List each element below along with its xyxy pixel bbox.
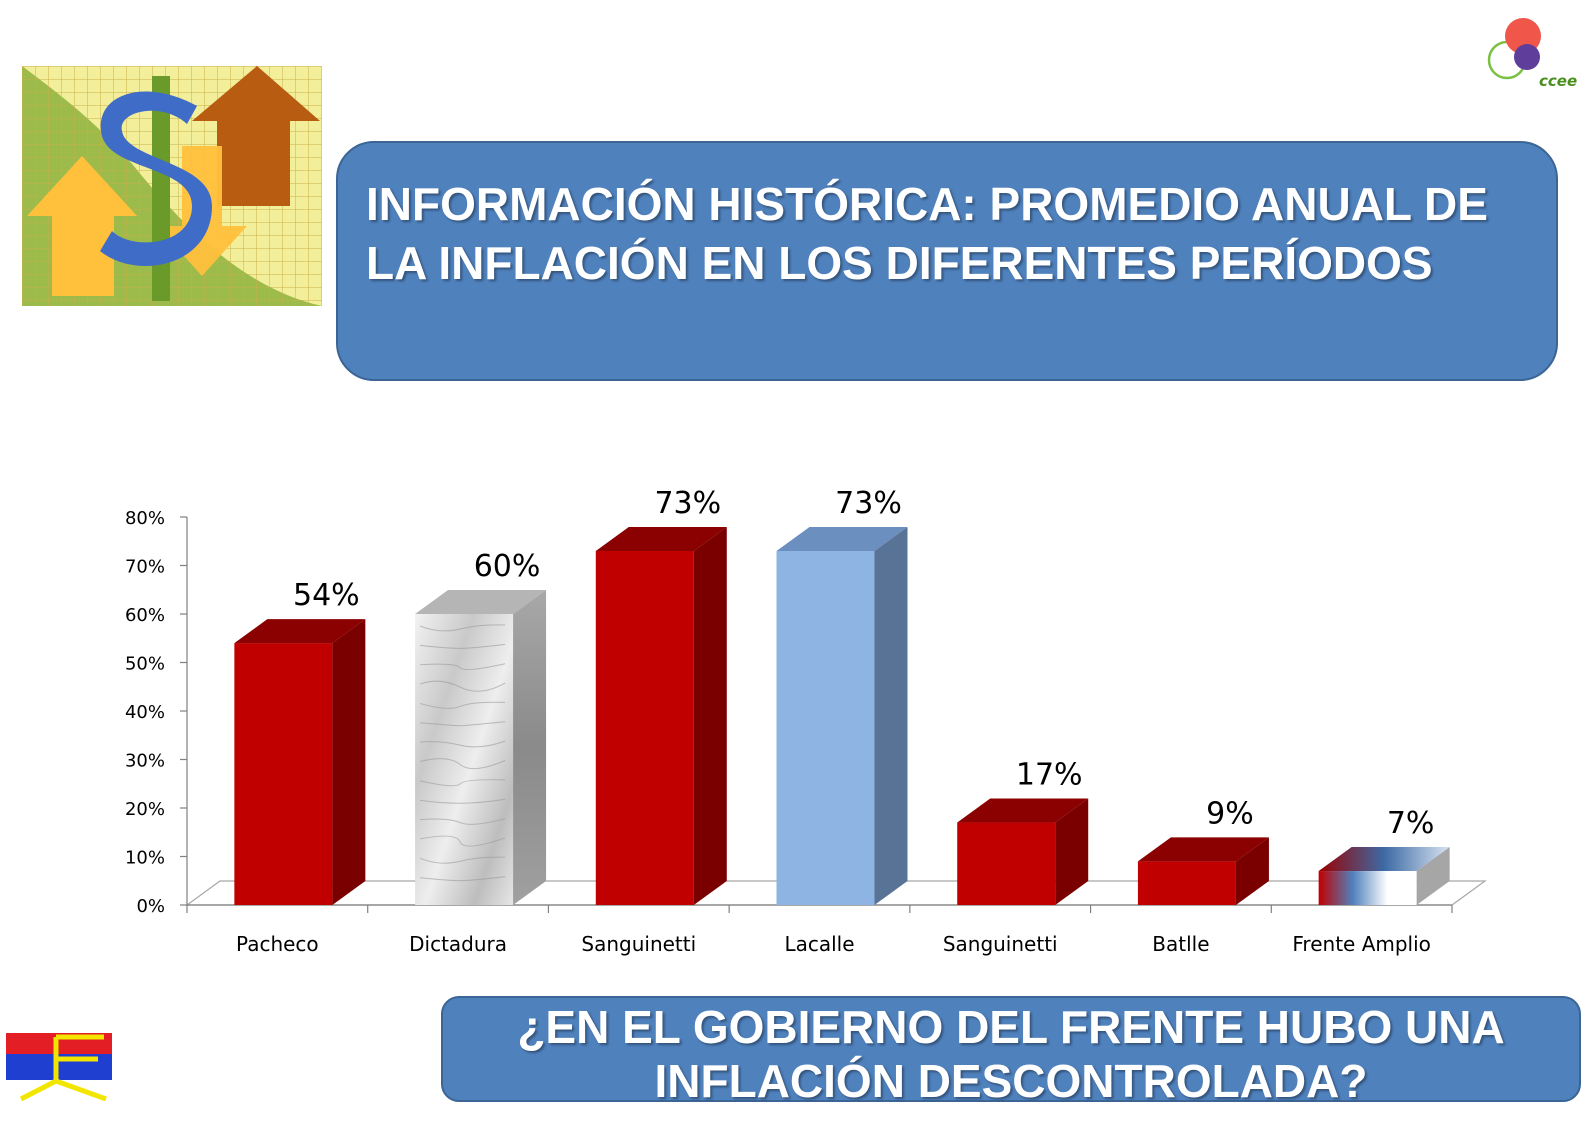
bar-frente-amplio-6: [1318, 847, 1450, 905]
marble-vein: [419, 701, 506, 709]
data-label: 73%: [835, 486, 902, 521]
title-banner: INFORMACIÓN HISTÓRICA: PROMEDIO ANUAL DE…: [336, 141, 1558, 381]
bar-front: [595, 550, 694, 905]
marble-vein: [419, 835, 506, 847]
x-tick-label: Dictadura: [409, 932, 507, 956]
bar-top: [1137, 837, 1269, 862]
marble-vein: [420, 721, 506, 727]
bar-front: [1137, 861, 1236, 905]
bar-batlle-5: [1137, 837, 1269, 905]
y-tick-label: 80%: [125, 508, 165, 529]
bar-side: [1235, 837, 1269, 905]
marble-vein: [420, 818, 506, 825]
marble-vein: [419, 680, 506, 692]
frente-amplio-flag-icon: [6, 1033, 112, 1101]
marble-vein: [419, 856, 506, 864]
x-tick-label: Batlle: [1152, 932, 1209, 956]
data-label: 73%: [654, 486, 721, 521]
bar-lacalle-3: [776, 526, 908, 905]
y-tick-label: 10%: [125, 848, 165, 869]
marble-vein: [419, 624, 506, 632]
bar-sanguinetti-2: [595, 526, 727, 905]
bar-top: [957, 798, 1089, 823]
marble-vein: [419, 779, 506, 787]
x-tick-label: Sanguinetti: [581, 932, 696, 956]
bar-front: [776, 550, 875, 905]
bar-sanguinetti-4: [957, 798, 1089, 905]
data-label: 60%: [474, 549, 541, 584]
bar-front: [1318, 871, 1417, 905]
bar-front: [234, 643, 333, 905]
question-text: ¿EN EL GOBIERNO DEL FRENTE HUBO UNA INFL…: [517, 1001, 1505, 1107]
marble-vein: [419, 758, 506, 770]
x-tick-label: Frente Amplio: [1292, 932, 1431, 956]
y-tick-label: 0%: [136, 896, 165, 917]
data-label: 54%: [293, 578, 360, 613]
ccee-logo-text: ccee: [1539, 72, 1577, 90]
bar-front: [957, 822, 1056, 905]
money-arrows-icon: [22, 66, 322, 306]
bar-top: [595, 526, 727, 551]
bar-side: [513, 590, 547, 905]
y-tick-label: 50%: [125, 654, 165, 675]
y-tick-label: 20%: [125, 799, 165, 820]
data-label: 9%: [1206, 796, 1254, 831]
inflation-bar-chart: 0% 10% 20% 30% 40% 50% 60% 70% 80% 54% Pacheco 60%…: [125, 486, 1487, 956]
bar-side: [693, 526, 727, 905]
x-tick-label: Lacalle: [784, 932, 854, 956]
ccee-logo-icon: ccee: [1487, 18, 1577, 90]
data-label: 17%: [1016, 758, 1083, 793]
y-tick-label: 70%: [125, 557, 165, 578]
bar-pacheco-0: [234, 619, 366, 905]
marble-vein: [420, 876, 506, 882]
bar-side: [1055, 798, 1089, 905]
data-label: 7%: [1387, 806, 1435, 841]
x-tick-label: Pacheco: [236, 932, 319, 956]
y-tick-label: 60%: [125, 605, 165, 626]
marble-vein: [419, 798, 506, 804]
page-title: INFORMACIÓN HISTÓRICA: PROMEDIO ANUAL DE…: [366, 178, 1488, 289]
marble-vein: [420, 740, 506, 748]
bar-top: [415, 590, 547, 614]
bar-side: [874, 526, 908, 905]
bar-top: [776, 526, 908, 551]
bar-dictadura-1: [415, 590, 547, 905]
bar-side: [1416, 847, 1450, 905]
bar-top: [1318, 847, 1450, 872]
marble-vein: [420, 663, 506, 670]
bar-side: [332, 619, 366, 905]
y-tick-label: 40%: [125, 702, 165, 723]
marble-vein: [420, 643, 506, 649]
x-tick-label: Sanguinetti: [943, 932, 1058, 956]
bar-top: [234, 619, 366, 644]
y-tick-label: 30%: [125, 751, 165, 772]
question-banner: ¿EN EL GOBIERNO DEL FRENTE HUBO UNA INFL…: [441, 996, 1581, 1107]
